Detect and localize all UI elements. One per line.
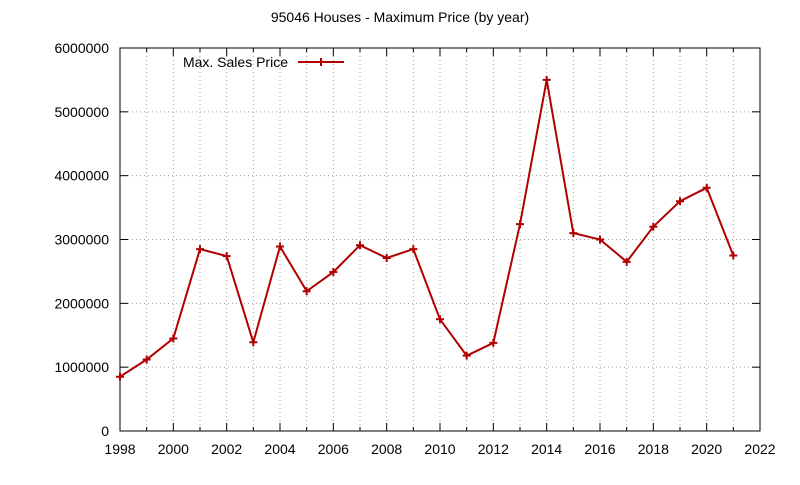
grid (120, 48, 760, 431)
data-point (409, 245, 418, 254)
y-tick-label: 6000000 (54, 40, 109, 56)
data-point (249, 338, 258, 347)
y-tick-label: 0 (101, 423, 109, 439)
data-point (222, 252, 231, 261)
y-tick-label: 2000000 (54, 295, 109, 311)
data-point (542, 75, 551, 84)
x-tick-label: 2020 (691, 441, 722, 457)
data-point (356, 241, 364, 250)
data-point (142, 355, 151, 364)
data-point (569, 229, 578, 238)
data-point (649, 222, 658, 231)
x-tick-label: 2006 (318, 441, 349, 457)
axis-ticks (119, 47, 761, 432)
x-tick-label: 2014 (531, 441, 562, 457)
x-tick-label: 2010 (424, 441, 455, 457)
chart-title: 95046 Houses - Maximum Price (by year) (271, 9, 529, 25)
y-tick-label: 5000000 (54, 104, 109, 120)
data-point (329, 268, 338, 277)
data-point (382, 254, 391, 263)
y-tick-label: 4000000 (54, 168, 109, 184)
y-tick-label: 1000000 (54, 359, 109, 375)
data-point (302, 287, 311, 296)
x-axis-tick-labels: 1998 2000 2002 2004 2006 2008 2010 2012 2014 2016… (104, 441, 775, 457)
data-point (276, 242, 284, 251)
x-tick-label: 2022 (744, 441, 775, 457)
x-tick-label: 2000 (158, 441, 189, 457)
data-point (116, 372, 124, 381)
data-point (596, 235, 604, 244)
x-tick-label: 2004 (264, 441, 295, 457)
data-point (729, 251, 738, 260)
data-point (676, 197, 684, 206)
series-group (116, 75, 738, 381)
x-tick-label: 2008 (371, 441, 402, 457)
data-point (516, 220, 524, 229)
series-line (119, 79, 735, 378)
legend-label: Max. Sales Price (183, 54, 288, 70)
y-tick-label: 3000000 (54, 232, 109, 248)
x-tick-label: 1998 (104, 441, 135, 457)
data-point (169, 334, 178, 343)
x-tick-label: 2018 (638, 441, 669, 457)
x-tick-label: 2016 (584, 441, 615, 457)
legend: Max. Sales Price (183, 54, 344, 70)
data-point (702, 183, 711, 192)
x-tick-label: 2002 (211, 441, 242, 457)
data-point (436, 315, 444, 324)
data-point (489, 338, 498, 347)
legend-marker-sample (317, 58, 325, 66)
y-axis-tick-labels: 0 1000000 2000000 3000000 4000000 5000000 6000… (54, 40, 109, 439)
data-point (462, 351, 471, 360)
data-point (622, 257, 631, 266)
x-tick-label: 2012 (478, 441, 509, 457)
data-point (196, 245, 204, 254)
